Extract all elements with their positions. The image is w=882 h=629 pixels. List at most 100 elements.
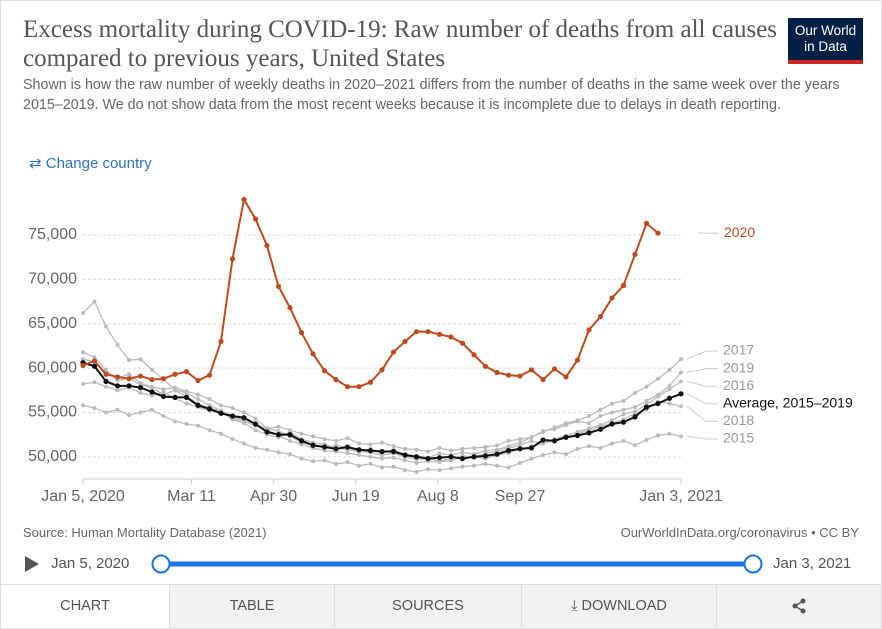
tab[interactable]: ⤓ DOWNLOAD [521, 585, 716, 628]
point [633, 443, 637, 448]
point [540, 377, 546, 383]
play-button[interactable] [25, 556, 39, 572]
point [540, 437, 546, 443]
point [241, 415, 247, 421]
y-tick-label: 60,000 [28, 359, 77, 376]
point [610, 410, 614, 415]
point [597, 426, 604, 432]
point [288, 438, 292, 443]
point [541, 441, 545, 446]
point [345, 436, 350, 441]
point [528, 367, 535, 373]
point [643, 220, 650, 226]
point [149, 377, 155, 383]
chart: 50,000 55,000 60,000 65,000 70,000 75,000 Jan … [28, 196, 853, 505]
point [103, 378, 109, 384]
label-connector [686, 368, 718, 373]
point [598, 413, 603, 418]
point [379, 367, 385, 373]
label-connector [686, 350, 718, 360]
point [322, 448, 327, 453]
point [357, 441, 361, 446]
point [517, 446, 523, 452]
timeline-start: Jan 5, 2020 [51, 555, 130, 572]
change-country[interactable]: ⇄ Change country [29, 154, 152, 172]
point [564, 422, 568, 427]
point [184, 389, 189, 394]
point [563, 434, 569, 440]
point [229, 413, 236, 419]
point [322, 437, 327, 442]
label-connector [686, 393, 718, 405]
point [678, 391, 684, 397]
point [483, 445, 488, 450]
point [265, 426, 269, 431]
point [448, 334, 454, 340]
point [207, 403, 212, 408]
point [92, 299, 97, 304]
point [426, 449, 430, 454]
timeline-handle[interactable] [151, 554, 171, 574]
point [91, 363, 98, 369]
point [391, 464, 396, 469]
point [230, 406, 235, 410]
point [597, 313, 604, 320]
point [552, 450, 557, 455]
download-icon: ⤓ [571, 598, 578, 614]
series-label: 2015 [723, 430, 754, 446]
point [459, 455, 466, 462]
point [459, 340, 466, 346]
share-tab[interactable] [716, 585, 881, 628]
point [620, 282, 627, 289]
point [609, 421, 615, 427]
label-connector [686, 435, 718, 440]
point [643, 404, 650, 410]
point [391, 444, 396, 449]
point [403, 446, 407, 451]
point [149, 389, 155, 395]
point [264, 429, 270, 435]
source[interactable]: Source: Human Mortality Database (2021) [23, 525, 267, 540]
point [574, 432, 581, 439]
point [472, 463, 476, 468]
point [311, 434, 315, 439]
point [460, 450, 465, 455]
label-connector [686, 405, 718, 422]
tab[interactable]: CHART [1, 585, 169, 628]
point [621, 438, 626, 443]
point [161, 413, 166, 418]
point [598, 445, 603, 450]
point [242, 410, 246, 415]
tab[interactable]: SOURCES [334, 585, 521, 628]
change-country-text[interactable]: Change country [45, 155, 152, 172]
swap-icon: ⇄ [29, 155, 42, 172]
point [183, 394, 190, 400]
point [172, 371, 178, 377]
point [380, 465, 384, 470]
point [229, 256, 236, 262]
point [138, 381, 143, 386]
point [127, 413, 131, 418]
point [206, 406, 213, 412]
timeline-handle[interactable] [743, 554, 763, 574]
point [345, 460, 350, 465]
point [633, 405, 637, 410]
point [506, 444, 511, 449]
point [529, 438, 534, 443]
point [196, 392, 200, 397]
label-connector [686, 380, 718, 387]
point [679, 404, 683, 409]
point [334, 461, 338, 466]
point [482, 363, 489, 369]
point [321, 368, 328, 374]
license[interactable]: OurWorldInData.org/coronavirus • CC BY [620, 525, 859, 540]
point [81, 350, 85, 355]
point [218, 410, 224, 416]
tab[interactable]: TABLE [169, 585, 334, 628]
logo[interactable]: Our World in Data [788, 18, 863, 64]
point [414, 461, 419, 466]
point [621, 398, 626, 403]
point [528, 445, 535, 451]
timeline-end: Jan 3, 2021 [773, 555, 852, 572]
